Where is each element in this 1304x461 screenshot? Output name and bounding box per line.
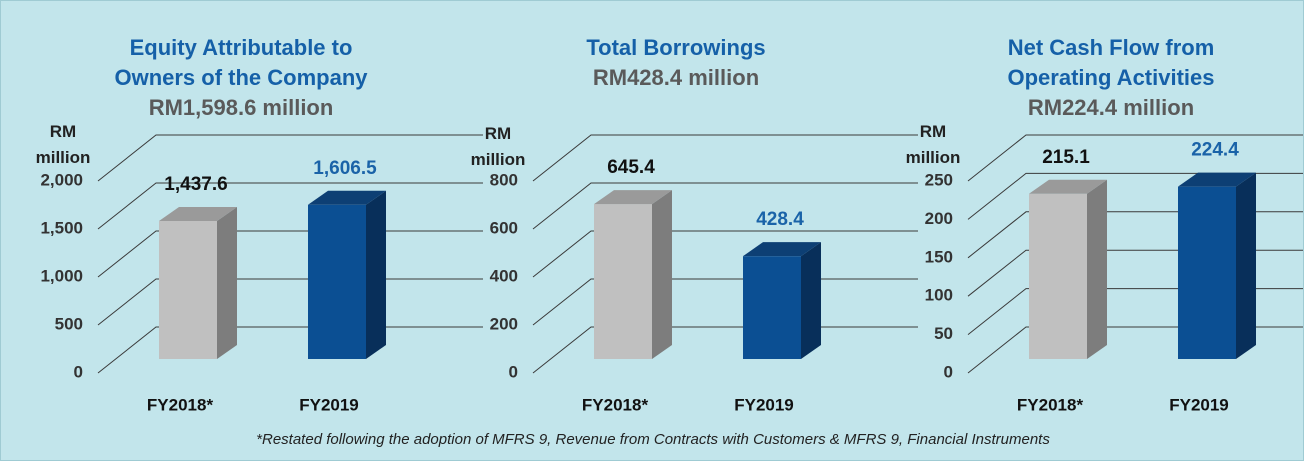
bar-side xyxy=(652,190,672,359)
y-tick-label: 600 xyxy=(490,218,518,237)
bar-top xyxy=(594,190,672,205)
chart-subtitle: RM428.4 million xyxy=(592,65,760,90)
chart-title: Equity Attributable to Owners of the Com… xyxy=(114,35,368,90)
grid-line xyxy=(97,326,483,374)
grid-line xyxy=(97,182,483,230)
value-label: 1,606.5 xyxy=(313,158,377,179)
value-label: 645.4 xyxy=(607,157,655,178)
chart-heading: Equity Attributable to Owners of the Com… xyxy=(91,33,391,123)
grid-line xyxy=(967,134,1303,182)
value-label: 224.4 xyxy=(1191,140,1239,161)
value-label: 428.4 xyxy=(756,209,804,230)
y-axis-label: RM million xyxy=(905,122,961,167)
footnote: *Restated following the adoption of MFRS… xyxy=(256,431,1050,448)
bar-top xyxy=(1029,179,1107,194)
y-tick-label: 0 xyxy=(74,362,83,381)
y-tick-label: 1,500 xyxy=(40,218,83,237)
x-tick-label: FY2019 xyxy=(299,395,359,414)
chart-subtitle: RM1,598.6 million xyxy=(148,95,334,120)
bar xyxy=(308,204,366,359)
y-tick-label: 50 xyxy=(934,324,953,343)
grid-line xyxy=(532,134,918,182)
grid-line xyxy=(532,230,918,278)
bar-side xyxy=(366,190,386,359)
y-tick-label: 800 xyxy=(490,170,518,189)
x-tick-label: FY2018* xyxy=(147,395,214,414)
bar xyxy=(594,204,652,359)
y-tick-label: 250 xyxy=(925,170,953,189)
y-tick-label: 200 xyxy=(490,314,518,333)
x-tick-label: FY2018* xyxy=(582,395,649,414)
bar xyxy=(159,220,217,359)
chart-title: Net Cash Flow from Operating Activities xyxy=(1007,35,1215,90)
grid-line xyxy=(97,134,483,182)
y-tick-label: 0 xyxy=(509,362,518,381)
bar-side xyxy=(1236,172,1256,359)
y-tick-label: 1,000 xyxy=(40,266,83,285)
bar-side xyxy=(217,206,237,359)
bar-side xyxy=(1087,179,1107,359)
y-tick-label: 0 xyxy=(944,362,953,381)
y-tick-label: 150 xyxy=(925,247,953,266)
bar xyxy=(743,256,801,359)
bar-side xyxy=(801,242,821,359)
value-label: 215.1 xyxy=(1042,147,1090,168)
chart-title: Total Borrowings xyxy=(586,35,766,60)
bar-top xyxy=(308,190,386,205)
y-tick-label: 2,000 xyxy=(40,170,83,189)
y-axis-label: RM million xyxy=(470,124,526,169)
x-tick-label: FY2018* xyxy=(1017,395,1084,414)
y-tick-label: 200 xyxy=(925,209,953,228)
bar xyxy=(1029,193,1087,359)
bar xyxy=(1178,186,1236,359)
chart-heading: Total Borrowings RM428.4 million xyxy=(526,33,826,93)
grid-line xyxy=(97,230,483,278)
chart-heading: Net Cash Flow from Operating Activities R… xyxy=(961,33,1261,123)
y-tick-label: 100 xyxy=(925,286,953,305)
chart-subtitle: RM224.4 million xyxy=(1027,95,1195,120)
y-tick-label: 500 xyxy=(55,314,83,333)
bar-top xyxy=(1178,172,1256,187)
bar-top xyxy=(743,242,821,257)
grid-line xyxy=(532,278,918,326)
y-tick-label: 400 xyxy=(490,266,518,285)
grid-line xyxy=(532,326,918,374)
grid-line xyxy=(97,278,483,326)
x-tick-label: FY2019 xyxy=(1169,395,1229,414)
x-tick-label: FY2019 xyxy=(734,395,794,414)
bar-top xyxy=(159,206,237,221)
grid-line xyxy=(532,182,918,230)
value-label: 1,437.6 xyxy=(164,174,227,195)
y-axis-label: RM million xyxy=(35,122,91,167)
